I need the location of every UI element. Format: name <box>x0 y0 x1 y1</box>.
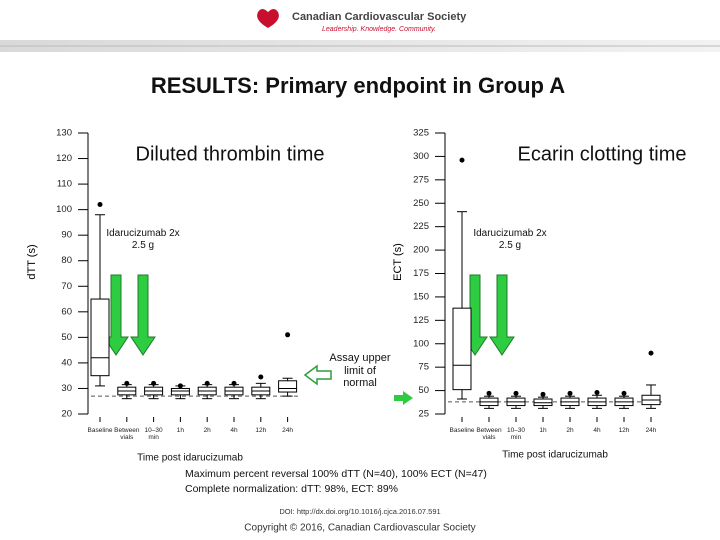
y-tick-label: 50 <box>418 385 429 396</box>
y-tick-label: 100 <box>413 338 429 349</box>
y-tick-label: 20 <box>61 409 72 420</box>
outlier <box>124 380 130 386</box>
y-tick-label: 25 <box>418 409 429 420</box>
y-tick-label: 125 <box>413 315 429 326</box>
x-tick-label: 10–30 min <box>506 427 526 442</box>
annotation: Idarucizumab 2x 2.5 g <box>106 228 180 251</box>
x-tick-label: 1h <box>539 427 547 434</box>
outlier <box>513 390 519 396</box>
y-tick-label: 40 <box>61 357 72 368</box>
y-tick-label: 75 <box>418 362 429 373</box>
x-tick-label: 2h <box>203 427 211 434</box>
outlier <box>486 390 492 396</box>
reference-arrow <box>303 364 332 386</box>
x-tick-label: 10–30 min <box>144 427 163 442</box>
x-tick-label: 24h <box>282 427 294 434</box>
x-tick-label: 1h <box>176 427 184 434</box>
x-tick-label: Baseline <box>87 427 113 434</box>
outlier <box>594 389 600 395</box>
dose-arrow <box>489 274 515 356</box>
y-tick-label: 225 <box>413 221 429 232</box>
outlier <box>151 380 157 386</box>
y-tick-label: 175 <box>413 268 429 279</box>
y-tick-label: 60 <box>61 306 72 317</box>
y-tick-label: 90 <box>61 230 72 241</box>
doi: DOI: http://dx.doi.org/10.1016/j.cjca.20… <box>279 507 440 516</box>
x-tick-label: 2h <box>566 427 574 434</box>
y-tick-label: 30 <box>61 383 72 394</box>
outlier <box>204 380 210 386</box>
y-tick-label: 275 <box>413 174 429 185</box>
y-tick-label: 300 <box>413 151 429 162</box>
outlier <box>621 390 627 396</box>
y-tick-label: 120 <box>56 153 72 164</box>
x-axis-label: Time post idarucizumab <box>502 450 608 461</box>
y-tick-label: 150 <box>413 291 429 302</box>
outlier <box>459 157 465 163</box>
chart-title: Ecarin clotting time <box>518 143 687 165</box>
copyright: Copyright © 2016, Canadian Cardiovascula… <box>244 523 475 534</box>
slide-title: RESULTS: Primary endpoint in Group A <box>151 73 565 98</box>
box <box>278 380 298 393</box>
dose-arrow <box>103 274 129 356</box>
y-tick-label: 100 <box>56 204 72 215</box>
x-tick-label: Baseline <box>449 427 475 434</box>
note: Maximum percent reversal 100% dTT (N=40)… <box>185 468 487 480</box>
y-tick-label: 250 <box>413 198 429 209</box>
outlier <box>97 202 103 208</box>
box <box>452 307 472 391</box>
outlier <box>567 390 573 396</box>
note: Complete normalization: dTT: 98%, ECT: 8… <box>185 483 398 495</box>
x-tick-label: 12h <box>618 427 630 434</box>
outlier <box>231 380 237 386</box>
box <box>90 298 110 377</box>
x-tick-label: Between vials <box>476 427 502 442</box>
box <box>170 387 190 396</box>
reference-label: Assay upper limit of normal <box>329 352 391 390</box>
tagline: Leadership. Knowledge. Community. <box>322 26 436 33</box>
y-tick-label: 80 <box>61 255 72 266</box>
x-tick-label: 24h <box>645 427 657 434</box>
chart-title: Diluted thrombin time <box>136 143 325 165</box>
outlier <box>177 383 183 389</box>
annotation: Idarucizumab 2x 2.5 g <box>473 228 547 251</box>
y-axis-label: dTT (s) <box>26 244 38 279</box>
outlier <box>285 332 291 338</box>
y-tick-label: 325 <box>413 128 429 139</box>
organization: Canadian Cardiovascular Society <box>292 11 467 23</box>
outlier <box>648 350 654 356</box>
y-tick-label: 200 <box>413 245 429 256</box>
x-tick-label: 4h <box>230 427 238 434</box>
reference-arrow <box>394 391 413 405</box>
y-tick-label: 70 <box>61 281 72 292</box>
x-tick-label: 4h <box>593 427 601 434</box>
outlier <box>258 374 264 380</box>
outlier <box>540 391 546 397</box>
dose-arrow <box>130 274 156 356</box>
x-axis-label: Time post idarucizumab <box>137 453 243 464</box>
logo-heart <box>257 9 279 28</box>
x-tick-label: 12h <box>255 427 267 434</box>
y-axis-label: ECT (s) <box>392 243 404 281</box>
x-tick-label: Between vials <box>114 427 140 442</box>
y-tick-label: 50 <box>61 332 72 343</box>
y-tick-label: 110 <box>57 179 72 190</box>
y-tick-label: 130 <box>56 128 72 139</box>
